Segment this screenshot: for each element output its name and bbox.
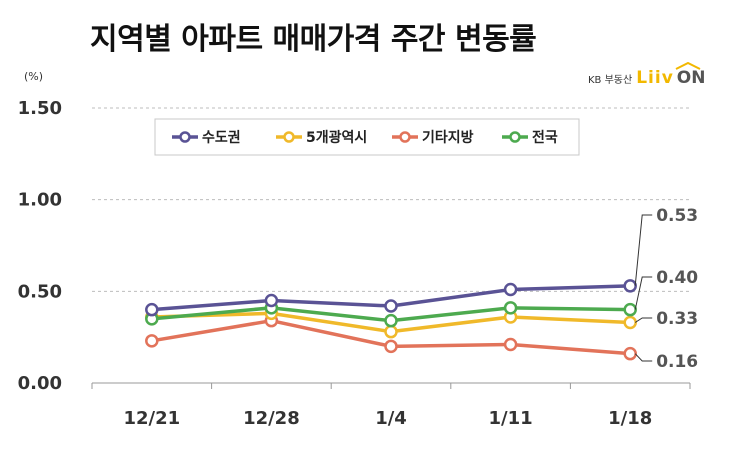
logo-prefix: KB 부동산 [588, 74, 633, 86]
legend-label: 기타지방 [422, 129, 474, 146]
legend-swatch-marker [399, 131, 411, 143]
data-point [384, 313, 398, 328]
legend-item: 수도권 [172, 130, 241, 146]
annotation-label: 0.53 [656, 206, 698, 226]
data-point [623, 302, 637, 317]
annotation-label: 0.40 [656, 268, 698, 288]
series-0 [145, 279, 637, 317]
annotations: 0.53 0.40 0.33 0.16 [634, 206, 698, 372]
x-axis: 12/21 12/28 1/4 1/11 1/18 [91, 382, 691, 429]
kb-liiv-on-logo: KB 부동산 Liiv ON [588, 62, 706, 92]
data-point [145, 334, 159, 348]
annotation-leader [634, 214, 653, 286]
annotation-label: 0.33 [656, 309, 698, 329]
x-tick-label: 12/21 [123, 408, 180, 429]
y-axis: 0.00 0.50 1.00 1.50 [18, 98, 62, 394]
data-point [503, 282, 518, 297]
legend-swatch-marker [509, 131, 521, 143]
data-point [503, 301, 518, 315]
logo-suffix: ON [675, 62, 706, 88]
legend-label: 수도권 [202, 130, 241, 146]
legend-swatch-marker [179, 131, 191, 143]
house-roof-icon [675, 62, 701, 70]
data-point [384, 299, 398, 313]
annotation-label: 0.16 [656, 352, 698, 372]
data-point [623, 315, 637, 330]
data-point [623, 279, 637, 293]
x-tick-label: 1/18 [608, 408, 652, 429]
y-tick-label: 1.00 [18, 190, 62, 211]
legend-label: 전국 [532, 129, 558, 146]
annotation-leader [634, 353, 653, 362]
annotation-leader [634, 317, 653, 323]
legend-swatch-marker [283, 131, 295, 143]
x-tick-label: 1/4 [375, 408, 407, 429]
data-point [384, 324, 398, 339]
series-2 [145, 313, 637, 361]
x-tick-label: 12/28 [243, 408, 300, 429]
data-point [503, 337, 518, 352]
legend-item: 전국 [502, 129, 558, 146]
data-point [623, 346, 637, 361]
y-tick-label: 0.00 [18, 373, 62, 394]
data-point [264, 293, 279, 308]
legend-item: 5개광역시 [276, 129, 367, 146]
data-point [384, 339, 398, 354]
x-tick-label: 1/11 [489, 408, 533, 429]
legend: 수도권 5개광역시 기타지방 전국 [154, 118, 580, 156]
data-point [145, 302, 159, 317]
legend-item: 기타지방 [392, 129, 474, 146]
annotation-leader [634, 276, 653, 310]
y-tick-label: 0.50 [18, 281, 62, 302]
y-unit-label: (%) [24, 70, 43, 83]
grid-lines [92, 107, 690, 292]
logo-brand: Liiv [636, 68, 674, 88]
series-group [145, 279, 637, 361]
y-tick-label: 1.50 [18, 98, 62, 119]
logo-suffix-text: ON [676, 68, 706, 88]
legend-label: 5개광역시 [306, 129, 367, 146]
chart-title: 지역별 아파트 매매가격 주간 변동률 [90, 22, 537, 57]
